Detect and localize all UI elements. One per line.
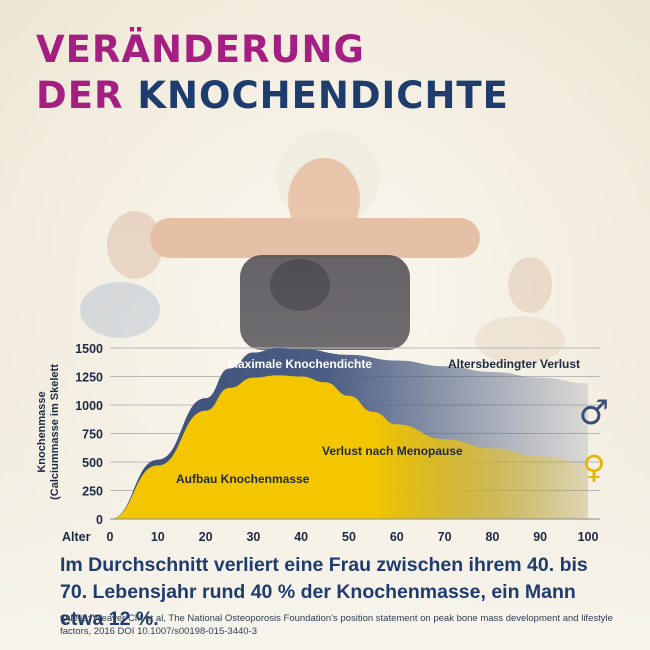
axes: 0 250 500 750 1000 1250 1500 0 10 20 30 40 50 60 70 80 9… — [36, 342, 600, 544]
y-axis-label: Knochenmasse(Calciummasse im Skelett — [36, 364, 61, 500]
x-tick-label: 90 — [533, 530, 547, 544]
summary-text: Im Durchschnitt verliert eine Frau zwisc… — [60, 554, 588, 630]
source-text: Quelle: Weaver CM et al, The National Os… — [60, 613, 613, 637]
y-tick-label: 1500 — [75, 342, 103, 356]
title-word-knochendichte: KNOCHENDICHTE — [137, 74, 509, 117]
x-tick-label: 60 — [390, 530, 404, 544]
annotation-build-up: Aufbau Knochenmasse — [176, 472, 310, 486]
annotation-menopause-loss: Verlust nach Menopause — [322, 444, 463, 458]
x-tick-label: 20 — [199, 530, 213, 544]
x-tick-label: 80 — [485, 530, 499, 544]
y-tick-label: 1250 — [75, 371, 103, 385]
annotation-peak: Maximale Knochendichte — [228, 357, 372, 371]
y-tick-label: 1000 — [75, 399, 103, 413]
x-tick-label: 0 — [107, 530, 114, 544]
y-tick-label: 500 — [82, 456, 103, 470]
annotation-age-loss: Altersbedingter Verlust — [448, 357, 580, 371]
x-tick-label: 10 — [151, 530, 165, 544]
title-line-1: VERÄNDERUNG — [36, 28, 365, 71]
chart-areas — [110, 348, 588, 519]
x-tick-label: 70 — [438, 530, 452, 544]
x-axis-label: Alter — [62, 530, 91, 544]
women-area — [110, 375, 588, 519]
y-tick-label: 750 — [82, 428, 103, 442]
y-tick-label: 250 — [82, 485, 103, 499]
title-line-2: DER KNOCHENDICHTE — [36, 76, 509, 116]
x-tick-label: 100 — [578, 530, 599, 544]
x-tick-label: 30 — [246, 530, 260, 544]
x-tick-label: 40 — [294, 530, 308, 544]
female-symbol-icon: ♀ — [582, 448, 605, 486]
y-tick-label: 0 — [96, 513, 103, 527]
title-word-der: DER — [36, 74, 124, 117]
male-symbol-icon: ♂ — [579, 393, 609, 433]
chart-labels: Maximale Knochendichte Altersbedingter Ve… — [176, 357, 609, 486]
x-tick-label: 50 — [342, 530, 356, 544]
